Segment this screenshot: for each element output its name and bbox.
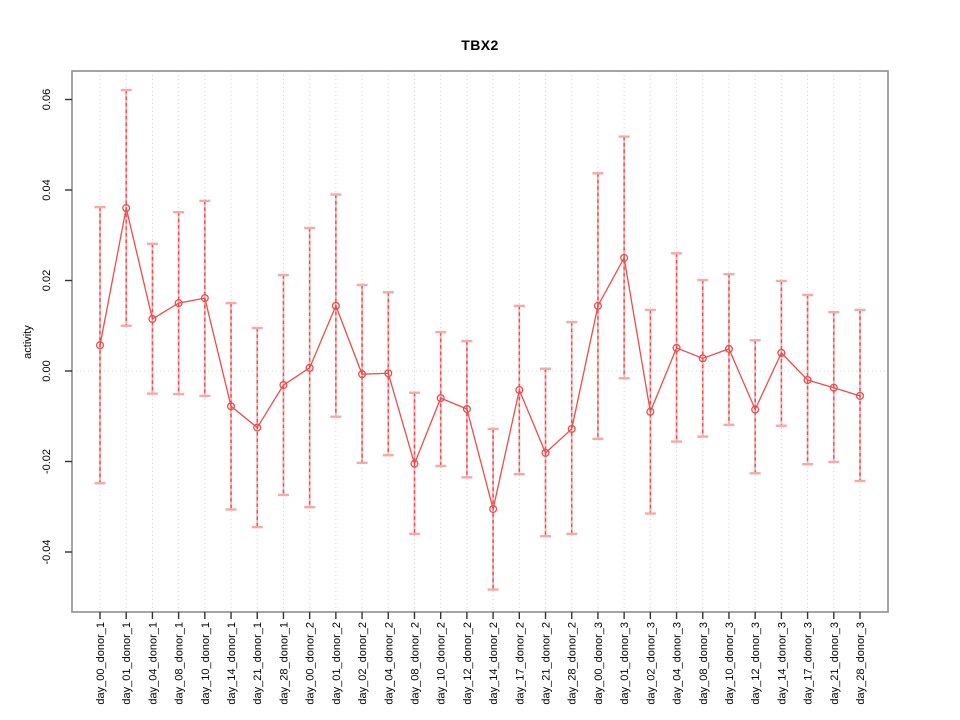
y-tick-label: 0.02 bbox=[41, 270, 53, 291]
x-tick-label: day_08_donor_3 bbox=[698, 622, 710, 705]
x-tick-label: day_21_donor_3 bbox=[829, 622, 841, 705]
x-tick-label: day_17_donor_2 bbox=[514, 622, 526, 705]
x-tick-label: day_04_donor_2 bbox=[383, 622, 395, 705]
x-tick-label: day_04_donor_1 bbox=[147, 622, 159, 705]
series-line bbox=[99, 207, 861, 510]
y-tick-label: -0.04 bbox=[41, 539, 53, 564]
x-tick-label: day_08_donor_2 bbox=[409, 622, 421, 705]
data-point-marker bbox=[855, 391, 865, 400]
data-point-marker bbox=[489, 504, 498, 514]
data-point-marker bbox=[436, 394, 445, 403]
x-tick-label: day_12_donor_3 bbox=[750, 622, 762, 705]
x-tick-label: day_21_donor_2 bbox=[541, 622, 553, 705]
data-point-marker bbox=[226, 402, 236, 411]
data-point-marker bbox=[593, 301, 602, 310]
y-tick-label: -0.02 bbox=[41, 449, 53, 474]
data-point-marker bbox=[646, 407, 655, 416]
data-point-marker bbox=[751, 405, 760, 414]
data-point-marker bbox=[358, 370, 367, 379]
x-tick-label: day_04_donor_3 bbox=[672, 622, 684, 705]
data-point-marker bbox=[462, 404, 471, 414]
x-tick-label: day_14_donor_1 bbox=[226, 622, 238, 705]
data-point-marker bbox=[698, 354, 707, 363]
x-tick-label: day_17_donor_3 bbox=[803, 622, 815, 705]
x-tick-label: day_00_donor_3 bbox=[593, 622, 605, 705]
data-point-marker bbox=[829, 383, 838, 392]
data-point-marker bbox=[279, 380, 288, 390]
data-point-marker bbox=[410, 459, 419, 468]
data-point-marker bbox=[253, 423, 262, 432]
data-point-marker bbox=[777, 348, 786, 357]
x-tick-label: day_10_donor_3 bbox=[724, 622, 736, 705]
x-tick-label: day_28_donor_1 bbox=[278, 622, 290, 705]
data-point-marker bbox=[174, 299, 183, 308]
y-tick-label: 0.06 bbox=[41, 89, 53, 110]
x-tick-label: day_14_donor_3 bbox=[776, 622, 788, 705]
x-tick-label: day_10_donor_1 bbox=[200, 622, 212, 705]
data-point-marker bbox=[515, 385, 524, 395]
x-tick-label: day_14_donor_2 bbox=[488, 622, 500, 705]
data-point-marker bbox=[305, 363, 314, 372]
x-tick-label: day_00_donor_2 bbox=[305, 622, 317, 705]
x-tick-label: day_28_donor_2 bbox=[567, 622, 579, 705]
data-point-marker bbox=[384, 369, 393, 378]
data-point-marker bbox=[200, 294, 209, 303]
data-point-marker bbox=[541, 448, 550, 457]
x-tick-label: day_21_donor_1 bbox=[252, 622, 264, 705]
data-point-marker bbox=[95, 341, 105, 350]
x-tick-label: day_08_donor_1 bbox=[174, 622, 186, 705]
y-tick-label: 0.04 bbox=[41, 179, 53, 200]
data-point-marker bbox=[331, 301, 340, 310]
data-point-marker bbox=[724, 344, 734, 353]
data-point-marker bbox=[803, 375, 812, 385]
x-tick-label: day_28_donor_3 bbox=[855, 622, 867, 705]
x-tick-label: day_01_donor_3 bbox=[619, 622, 631, 705]
data-point-marker bbox=[122, 204, 131, 213]
chart-title: TBX2 bbox=[461, 37, 499, 53]
data-point-marker bbox=[672, 343, 681, 352]
x-tick-label: day_10_donor_2 bbox=[436, 622, 448, 705]
y-tick-label: 0.00 bbox=[41, 360, 53, 381]
x-tick-label: day_01_donor_2 bbox=[331, 622, 343, 705]
x-tick-label: day_01_donor_1 bbox=[121, 622, 133, 705]
plot-border bbox=[71, 70, 889, 613]
data-point-marker bbox=[620, 253, 629, 262]
x-tick-label: day_02_donor_2 bbox=[357, 622, 369, 705]
data-point-marker bbox=[567, 424, 576, 433]
data-point-marker bbox=[148, 314, 157, 324]
x-tick-label: day_12_donor_2 bbox=[462, 622, 474, 705]
x-tick-label: day_02_donor_3 bbox=[645, 622, 657, 705]
x-tick-label: day_00_donor_1 bbox=[95, 622, 107, 705]
